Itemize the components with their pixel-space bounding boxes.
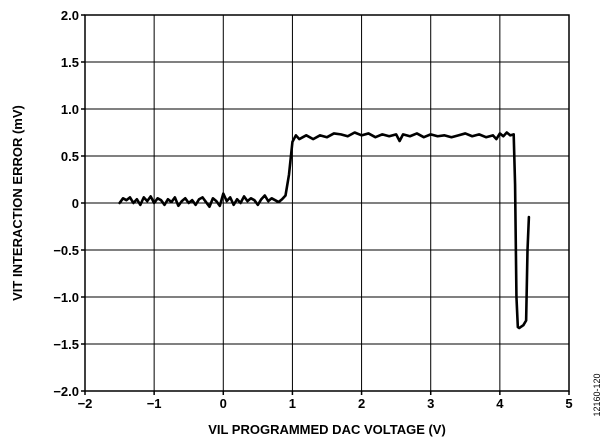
x-tick-label: 4 [496, 396, 504, 411]
x-axis-ticks: −2 −1 0 1 2 3 4 5 [78, 391, 573, 411]
y-axis-ticks: −2.0 −1.5 −1.0 −0.5 0 0.5 1.0 1.5 2.0 [53, 8, 85, 399]
y-tick-label: −1.0 [53, 290, 79, 305]
x-tick-label: 2 [358, 396, 365, 411]
y-axis-title: VIT INTERACTION ERROR (mV) [10, 105, 25, 301]
x-tick-label: 0 [220, 396, 227, 411]
y-tick-label: 1.5 [61, 55, 79, 70]
x-tick-label: −2 [78, 396, 93, 411]
x-tick-label: 3 [427, 396, 434, 411]
y-tick-label: −0.5 [53, 243, 79, 258]
y-tick-label: −1.5 [53, 337, 79, 352]
x-axis-title: VIL PROGRAMMED DAC VOLTAGE (V) [208, 422, 446, 437]
grid [85, 15, 569, 391]
x-tick-label: 1 [289, 396, 296, 411]
y-tick-label: −2.0 [53, 384, 79, 399]
y-tick-label: 0 [72, 196, 79, 211]
x-tick-label: −1 [147, 396, 162, 411]
y-tick-label: 1.0 [61, 102, 79, 117]
data-line-1 [118, 131, 531, 330]
figure-id: 12160-120 [592, 373, 602, 416]
y-tick-label: 0.5 [61, 149, 79, 164]
y-tick-label: 2.0 [61, 8, 79, 23]
data-series [118, 131, 531, 330]
x-tick-label: 5 [565, 396, 572, 411]
